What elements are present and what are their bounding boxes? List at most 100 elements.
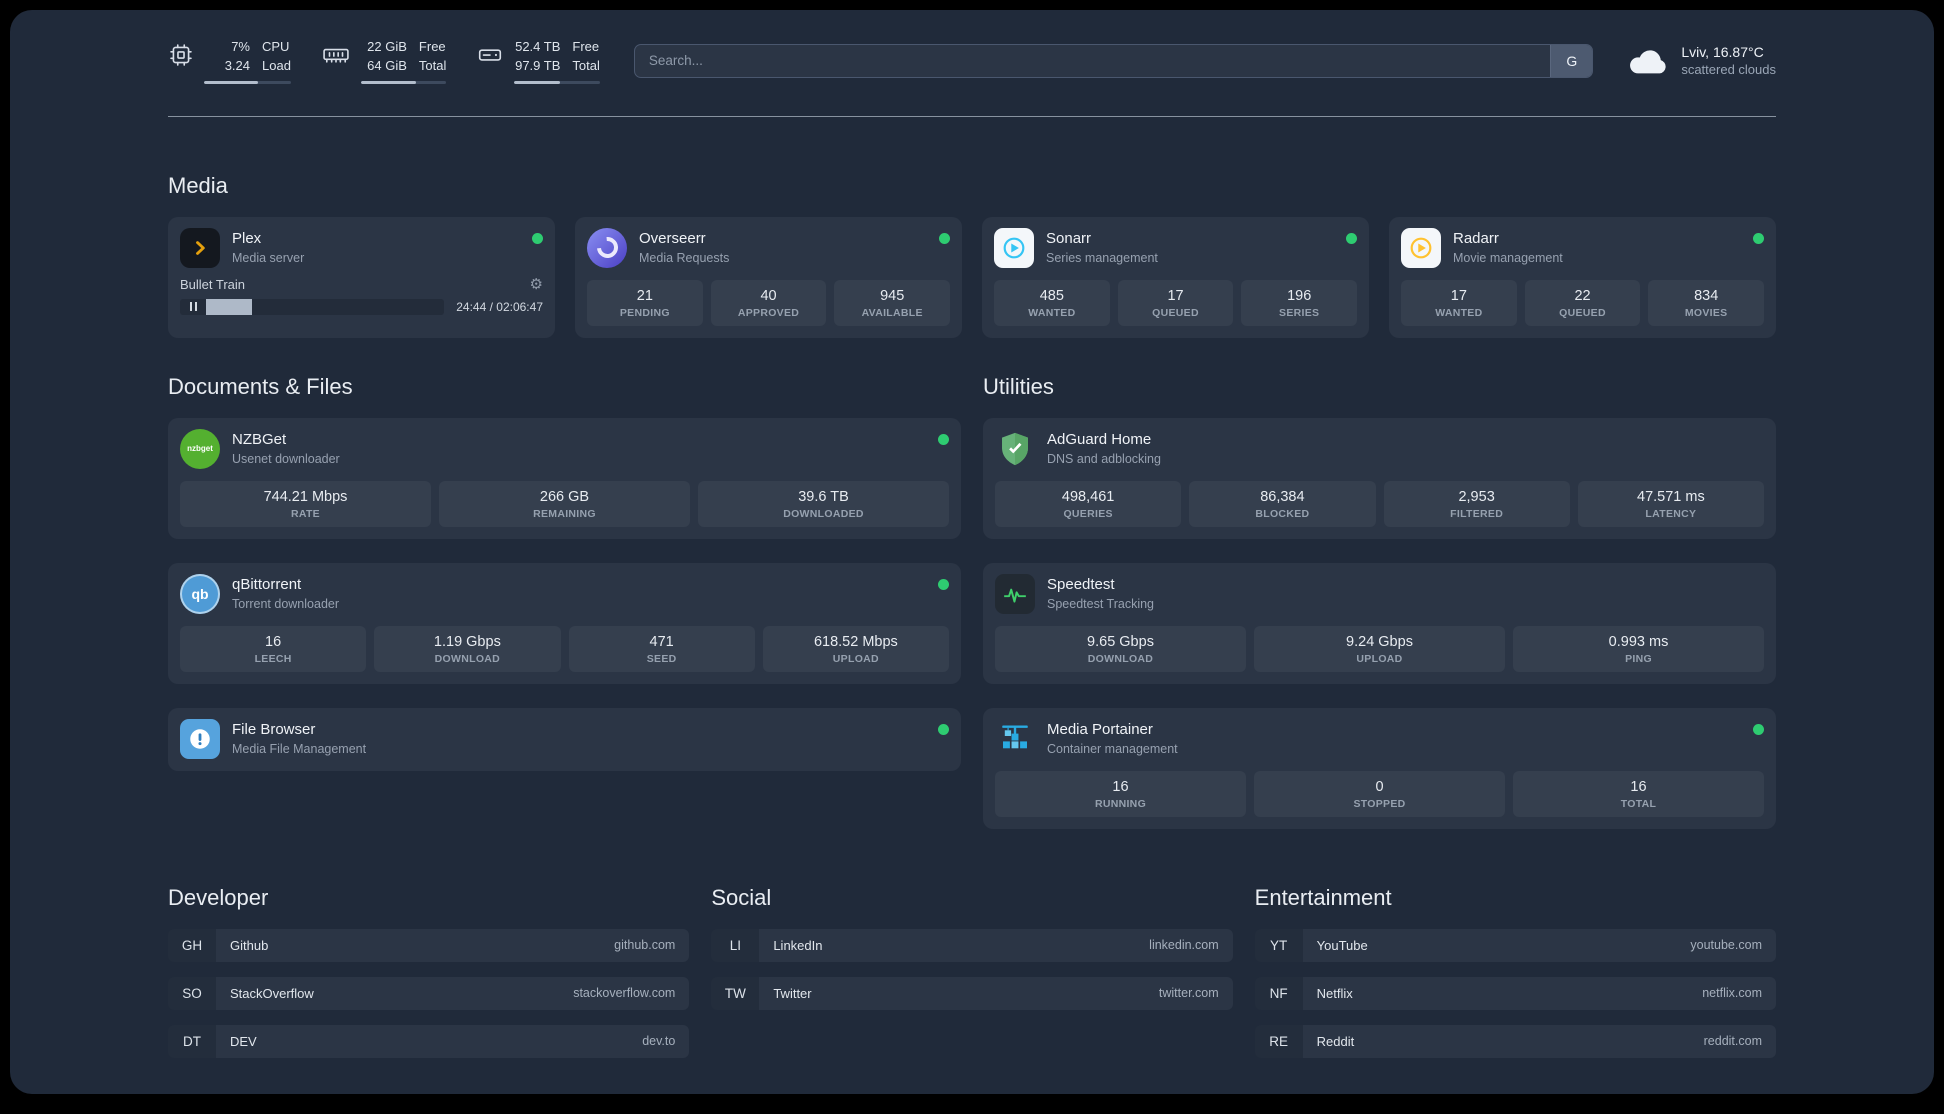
status-dot — [1753, 232, 1764, 244]
memory-labels: Free Total — [419, 38, 446, 76]
radarr-stats: 17 WANTED 22 QUEUED 834 MOVIES — [1401, 279, 1765, 326]
portainer-head-text: Media Portainer Container management — [1047, 721, 1178, 756]
disk-widget-body: 52.4 TB 97.9 TB Free Total — [514, 38, 600, 84]
bookmark-name: DEV — [230, 1033, 257, 1049]
stat-label: LATENCY — [1645, 507, 1697, 520]
service-link-qbittorrent[interactable]: qb qBittorrent Torrent downloader — [180, 573, 949, 614]
topbar-divider — [168, 115, 1776, 117]
stat-leech: 16 LEECH — [180, 625, 367, 672]
bookmark-abbr: DT — [168, 1024, 216, 1058]
bookmark-abbr: RE — [1254, 1024, 1303, 1058]
resource-widgets: 7% 3.24 CPU Load — [168, 38, 600, 84]
qbittorrent-title: qBittorrent — [232, 576, 302, 594]
cpu-load-label: Load — [262, 57, 291, 73]
cpu-labels: CPU Load — [262, 38, 291, 76]
service-link-nzbget[interactable]: nzbget NZBGet Usenet downloader — [180, 428, 949, 469]
bookmark-bar: Reddit reddit.com — [1302, 1024, 1776, 1058]
sonarr-head-text: Sonarr Series management — [1046, 230, 1158, 265]
progress-track[interactable] — [206, 298, 445, 315]
status-dot — [1346, 232, 1357, 244]
stat-seed: 471 SEED — [568, 625, 755, 672]
memory-total-value: 64 GiB — [367, 57, 407, 73]
weather-location: Lviv, 16.87°C — [1681, 44, 1764, 61]
search-provider-button[interactable]: G — [1550, 44, 1593, 77]
nzbget-subtitle: Usenet downloader — [232, 452, 340, 467]
disk-labels: Free Total — [572, 38, 599, 76]
bookmark-reddit[interactable]: RE Reddit reddit.com — [1254, 1024, 1776, 1058]
memory-widget-text: 22 GiB 64 GiB Free Total — [361, 38, 446, 76]
nzbget-icon: nzbget — [180, 428, 220, 469]
stat-value: 86,384 — [1260, 488, 1305, 505]
disk-progress-fill — [514, 80, 560, 84]
disk-free-value: 52.4 TB — [515, 39, 561, 54]
memory-free-label: Free — [418, 39, 446, 54]
stat-label: WANTED — [1028, 306, 1076, 319]
stat-value: 0.993 ms — [1608, 633, 1669, 650]
two-column-area: Documents & Files nzbget NZBGet Usenet d… — [168, 338, 1776, 829]
service-link-filebrowser[interactable]: File Browser Media File Management — [180, 718, 949, 759]
bookmark-abbr: SO — [168, 976, 216, 1010]
utilities-stack: AdGuard Home DNS and adblocking 498,461 … — [983, 417, 1776, 829]
documents-stack: nzbget NZBGet Usenet downloader 744.21 M… — [168, 417, 961, 771]
documents-column: Documents & Files nzbget NZBGet Usenet d… — [168, 338, 961, 771]
bookmark-name: Netflix — [1316, 985, 1353, 1001]
stat-label: QUEUED — [1152, 306, 1199, 319]
stat-value: 196 — [1287, 287, 1312, 304]
stat-label: UPLOAD — [832, 652, 879, 665]
memory-free-value: 22 GiB — [367, 39, 407, 54]
bookmark-youtube[interactable]: YT YouTube youtube.com — [1254, 928, 1776, 962]
stat-pending: 21 PENDING — [587, 279, 703, 326]
weather-widget: Lviv, 16.87°C scattered clouds — [1627, 44, 1776, 77]
stat-label: WANTED — [1435, 306, 1483, 319]
bookmark-dev[interactable]: DT DEV dev.to — [168, 1024, 690, 1058]
service-card-adguard: AdGuard Home DNS and adblocking 498,461 … — [983, 417, 1776, 539]
gear-icon[interactable]: ⚙ — [529, 275, 543, 293]
stat-value: 47.571 ms — [1637, 488, 1705, 505]
memory-total-label: Total — [418, 57, 447, 73]
stat-series: 196 SERIES — [1241, 279, 1358, 326]
adguard-head-text: AdGuard Home DNS and adblocking — [1047, 431, 1161, 466]
status-dot — [938, 723, 949, 735]
bookmark-github[interactable]: GH Github github.com — [168, 928, 690, 962]
search-input[interactable] — [634, 44, 1551, 77]
status-dot — [938, 433, 949, 445]
bookmark-netflix[interactable]: NF Netflix netflix.com — [1254, 976, 1776, 1010]
cpu-progress-fill — [204, 80, 258, 84]
bookmark-linkedin[interactable]: LI LinkedIn linkedin.com — [711, 928, 1233, 962]
stat-queued: 17 QUEUED — [1117, 279, 1234, 326]
service-card-sonarr: Sonarr Series management 485 WANTED 17 Q… — [982, 216, 1369, 338]
cpu-values: 7% 3.24 — [204, 38, 250, 76]
service-card-radarr: Radarr Movie management 17 WANTED 22 QUE… — [1389, 216, 1776, 338]
service-link-radarr[interactable]: Radarr Movie management — [1401, 227, 1764, 268]
service-link-overseerr[interactable]: Overseerr Media Requests — [587, 227, 950, 268]
stat-value: 22 — [1574, 287, 1591, 304]
stat-label: FILTERED — [1450, 507, 1504, 520]
overseerr-icon — [587, 227, 627, 268]
bookmark-bar: LinkedIn linkedin.com — [759, 928, 1233, 962]
plex-title: Plex — [232, 230, 262, 248]
stat-available: 945 AVAILABLE — [834, 279, 951, 326]
stat-ping: 0.993 ms PING — [1513, 625, 1764, 672]
stat-value: 2,953 — [1458, 488, 1495, 505]
nzbget-stats: 744.21 Mbps RATE 266 GB REMAINING 39.6 T… — [180, 480, 949, 527]
service-link-plex[interactable]: Plex Media server — [180, 227, 543, 268]
cpu-usage-value: 7% — [231, 39, 250, 54]
bookmark-abbr: GH — [168, 928, 216, 962]
status-dot — [938, 578, 949, 590]
stat-value: 21 — [636, 287, 653, 304]
service-link-speedtest[interactable]: Speedtest Speedtest Tracking — [995, 573, 1764, 614]
bookmark-twitter[interactable]: TW Twitter twitter.com — [711, 976, 1233, 1010]
stat-label: LEECH — [254, 652, 292, 665]
bookmark-stackoverflow[interactable]: SO StackOverflow stackoverflow.com — [168, 976, 690, 1010]
stat-upload: 618.52 Mbps UPLOAD — [762, 625, 949, 672]
pause-button[interactable] — [180, 298, 206, 315]
service-link-sonarr[interactable]: Sonarr Series management — [994, 227, 1357, 268]
stat-upload: 9.24 Gbps UPLOAD — [1254, 625, 1505, 672]
service-link-adguard[interactable]: AdGuard Home DNS and adblocking — [995, 429, 1764, 469]
stat-download: 9.65 Gbps DOWNLOAD — [995, 625, 1246, 672]
section-title-developer: Developer — [168, 884, 269, 910]
service-card-overseerr: Overseerr Media Requests 21 PENDING 40 A… — [575, 216, 962, 338]
service-link-portainer[interactable]: Media Portainer Container management — [995, 719, 1764, 759]
filebrowser-subtitle: Media File Management — [232, 742, 367, 757]
bookmark-bar: DEV dev.to — [216, 1024, 690, 1058]
